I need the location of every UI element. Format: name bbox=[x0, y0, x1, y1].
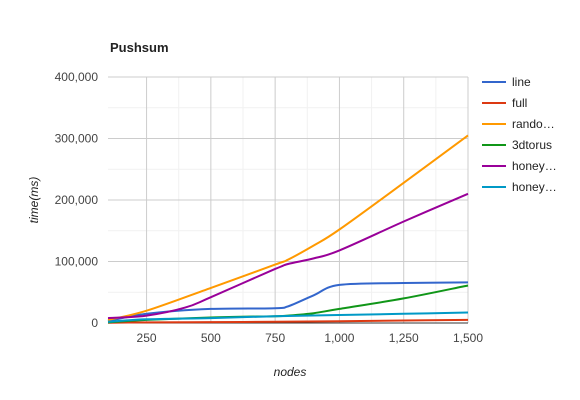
legend-label: full bbox=[512, 96, 527, 110]
x-tick-label: 750 bbox=[265, 331, 285, 345]
y-tick-label: 200,000 bbox=[55, 193, 99, 207]
x-tick-label: 1,500 bbox=[453, 331, 483, 345]
chart-title: Pushsum bbox=[110, 40, 169, 55]
series-line-full bbox=[107, 318, 469, 324]
legend-item-random[interactable]: rando… bbox=[482, 117, 555, 131]
legend-label: line bbox=[512, 75, 531, 89]
legend-item-line[interactable]: line bbox=[482, 75, 531, 89]
legend-label: honey… bbox=[512, 180, 557, 194]
series-line-honeycomb bbox=[107, 192, 469, 320]
x-tick-label: 250 bbox=[137, 331, 157, 345]
legend-item-honeycomb[interactable]: honey… bbox=[482, 159, 557, 173]
legend-label: 3dtorus bbox=[512, 138, 552, 152]
legend-item-full[interactable]: full bbox=[482, 96, 527, 110]
series-line-honeycomb-random bbox=[107, 311, 469, 323]
legend-label: honey… bbox=[512, 159, 557, 173]
series-lines bbox=[107, 134, 469, 324]
legend-item-honeycomb-random[interactable]: honey… bbox=[482, 180, 557, 194]
x-tick-label: 1,250 bbox=[389, 331, 419, 345]
y-tick-label: 400,000 bbox=[55, 70, 99, 84]
x-tick-label: 1,000 bbox=[324, 331, 354, 345]
x-axis-label: nodes bbox=[274, 365, 307, 379]
y-axis-label: time(ms) bbox=[27, 177, 41, 224]
y-tick-label: 300,000 bbox=[55, 132, 99, 146]
legend-label: rando… bbox=[512, 117, 555, 131]
gridlines bbox=[108, 76, 469, 324]
y-tick-label: 0 bbox=[91, 316, 98, 330]
y-axis-ticks: 0 100,000 200,000 300,000 400,000 bbox=[55, 70, 99, 330]
x-axis-ticks: 250 500 750 1,000 1,250 1,500 bbox=[137, 331, 484, 345]
x-tick-label: 500 bbox=[201, 331, 221, 345]
series-line-random bbox=[107, 134, 469, 321]
legend: line full rando… 3dtorus honey… honey… bbox=[482, 75, 557, 194]
y-tick-label: 100,000 bbox=[55, 255, 99, 269]
legend-item-3dtorus[interactable]: 3dtorus bbox=[482, 138, 552, 152]
